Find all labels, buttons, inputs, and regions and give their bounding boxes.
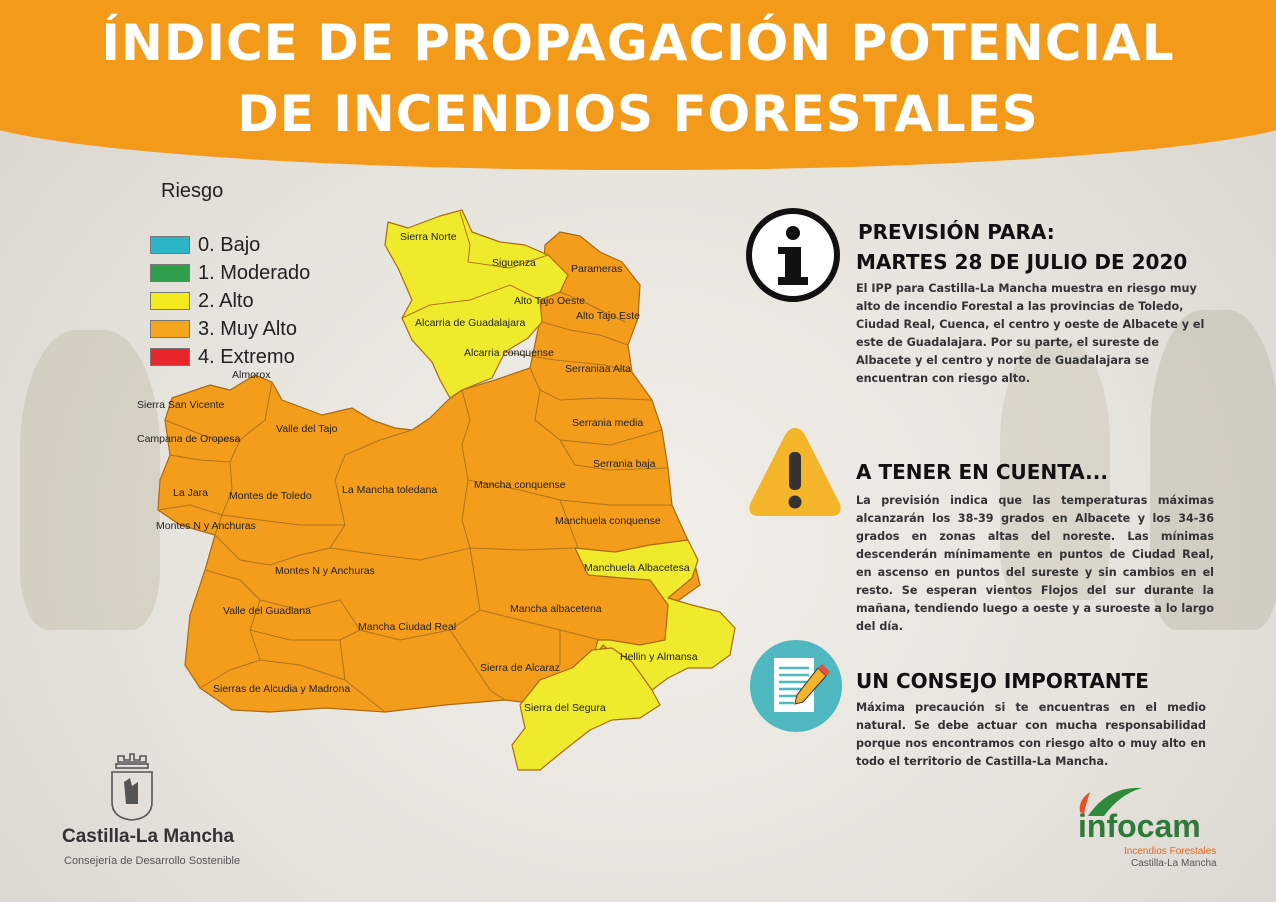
legend-swatch: [150, 264, 190, 282]
legend-swatch: [150, 348, 190, 366]
map-regions: [157, 209, 736, 771]
region-label: Serrania media: [572, 417, 643, 429]
region-label: Alcarria conquense: [464, 347, 554, 359]
region-label: La Jara: [173, 487, 208, 499]
legend-label: 0. Bajo: [198, 233, 261, 256]
legend-label: 2. Alto: [198, 289, 254, 312]
background-figure: [20, 330, 160, 630]
jccm-subtitle: Consejería de Desarrollo Sostenible: [64, 855, 241, 867]
region-label: Manchuela Albacetesa: [584, 562, 690, 574]
title-banner: [0, 0, 1276, 170]
region-label: Serraniaa Alta: [565, 363, 631, 375]
comarca-borders: [157, 211, 672, 713]
legend-swatch: [150, 292, 190, 310]
jccm-name: Castilla-La Mancha: [62, 826, 235, 847]
region-label: Parameras: [571, 263, 622, 275]
region-label: Montes de Toledo: [229, 490, 312, 502]
page-title-line2: DE INCENDIOS FORESTALES: [237, 85, 1039, 143]
region-label: Serrania baja: [593, 458, 656, 470]
region-label: Sierra Norte: [400, 231, 457, 243]
region-labels: Sierra Norte Siguenza Parameras Alto Tajo O…: [137, 231, 698, 714]
region-label: Alto Tajo Este: [576, 310, 640, 322]
region-label: Campana de Oropesa: [137, 433, 240, 445]
region-label: Almorox: [232, 369, 271, 381]
region-label: Hellin y Almansa: [620, 651, 698, 663]
region-label: Sierra de Alcaraz: [480, 662, 560, 674]
warning-heading: A TENER EN CUENTA...: [856, 460, 1108, 484]
region-label: Alcarria de Guadalajara: [415, 317, 525, 329]
infocam-leaf-logo: [1079, 787, 1142, 816]
region-label: Valle del Tajo: [276, 423, 338, 435]
legend-swatch: [150, 320, 190, 338]
legend-item: 0. Bajo: [150, 233, 260, 257]
legend-item: 4. Extremo: [150, 345, 295, 369]
legend-item: 3. Muy Alto: [150, 317, 297, 341]
legend-title: Riesgo: [161, 180, 224, 202]
legend-label: 1. Moderado: [198, 261, 311, 284]
legend-label: 4. Extremo: [198, 345, 295, 368]
infocam-name: infocam: [1078, 808, 1201, 844]
warning-body: La previsión indica que las temperaturas…: [856, 494, 1214, 633]
region-label: Mancha albacetena: [510, 603, 602, 615]
region-label: Alto Tajo Oeste: [514, 295, 585, 307]
forecast-body: El IPP para Castilla-La Mancha muestra e…: [856, 282, 1205, 385]
page-title-line1: ÍNDICE DE PROPAGACIÓN POTENCIAL: [101, 14, 1175, 72]
warning-icon: [749, 428, 841, 516]
region-label: Sierra San Vicente: [137, 399, 225, 411]
advice-heading: UN CONSEJO IMPORTANTE: [856, 669, 1149, 693]
info-icon: [746, 208, 840, 302]
legend-label: 3. Muy Alto: [198, 317, 297, 340]
region-label: Valle del Guadiana: [223, 605, 311, 617]
forecast-heading-1: PREVISIÓN PARA:: [858, 220, 1055, 244]
jccm-shield-logo: [111, 753, 153, 821]
region-label: Siguenza: [492, 257, 536, 269]
advice-body: Máxima precaución si te encuentras en el…: [856, 701, 1206, 768]
region-label: Sierra del Segura: [524, 702, 606, 714]
document-pencil-icon: [750, 640, 842, 732]
region-area-alto-segura: [511, 647, 661, 771]
background-figure: [1000, 340, 1110, 600]
legend-item: 1. Moderado: [150, 261, 310, 285]
region-label: Montes N y Anchuras: [275, 565, 375, 577]
background-figure: [1150, 310, 1276, 630]
region-label: Sierras de Alcudia y Madrona: [213, 683, 350, 695]
legend-item: 2. Alto: [150, 289, 254, 313]
region-label: Montes N y Anchuras: [156, 520, 256, 532]
region-label: Mancha Ciudad Real: [358, 621, 456, 633]
region-label: La Mancha toledana: [342, 484, 437, 496]
region-label: Mancha conquense: [474, 479, 566, 491]
region-label: Manchuela conquense: [555, 515, 661, 527]
infocam-subtitle-1: Incendios Forestales: [1124, 846, 1217, 857]
infocam-subtitle-2: Castilla-La Mancha: [1131, 858, 1217, 869]
legend-swatch: [150, 236, 190, 254]
forecast-heading-2: MARTES 28 DE JULIO DE 2020: [856, 250, 1188, 274]
